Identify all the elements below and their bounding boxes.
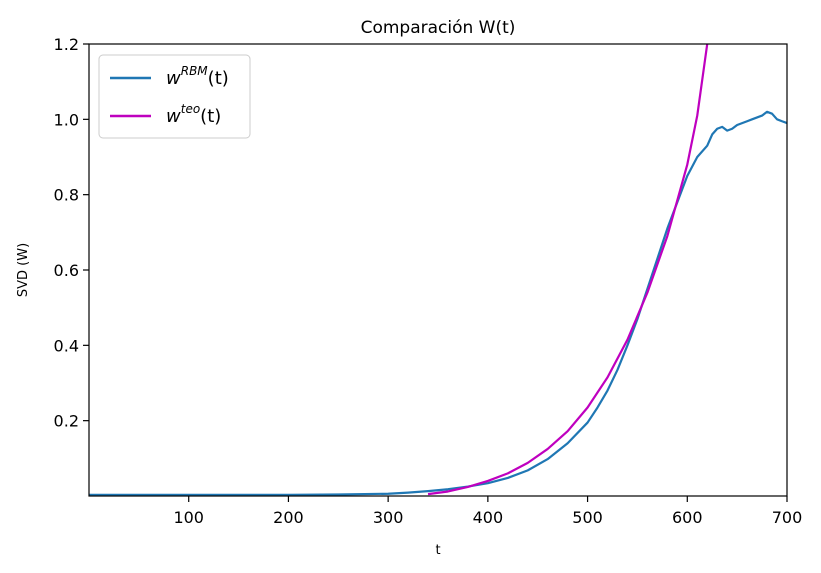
legend-label-rbm-tail: (t) <box>208 68 229 89</box>
legend-label-rbm-base: w <box>166 68 181 89</box>
x-tick-label: 200 <box>273 508 304 527</box>
x-tick-label: 100 <box>173 508 204 527</box>
legend-label-rbm: wRBM(t) <box>166 64 229 89</box>
x-tick-label: 300 <box>373 508 404 527</box>
y-axis: 0.2 0.4 0.6 0.8 1.0 1.2 <box>54 35 89 431</box>
y-axis-title: SVD (W) <box>16 243 31 297</box>
legend-label-teo: wteo(t) <box>166 102 221 127</box>
legend-label-rbm-sup: RBM <box>181 64 209 78</box>
x-axis: 100 200 300 400 500 600 700 <box>173 496 802 527</box>
series-line-teo <box>427 44 709 496</box>
y-tick-label: 1.2 <box>54 35 79 54</box>
y-tick-label: 1.0 <box>54 110 79 129</box>
legend-label-teo-tail: (t) <box>200 106 221 127</box>
x-tick-label: 500 <box>572 508 603 527</box>
y-tick-label: 0.6 <box>54 261 79 280</box>
legend-box <box>98 54 251 139</box>
x-tick-label: 700 <box>772 508 803 527</box>
y-tick-label: 0.2 <box>54 412 79 431</box>
x-tick-label: 400 <box>473 508 504 527</box>
series-layer <box>89 44 787 496</box>
legend-label-teo-base: w <box>166 106 181 127</box>
x-tick-label: 600 <box>672 508 703 527</box>
y-tick-label: 0.8 <box>54 186 79 205</box>
legend: wRBM(t) wteo(t) <box>98 54 251 139</box>
chart-title: Comparación W(t) <box>361 18 516 38</box>
y-tick-label: 0.4 <box>54 336 79 355</box>
legend-label-teo-sup: teo <box>181 102 200 116</box>
x-axis-title: t <box>435 543 440 558</box>
series-line-rbm <box>89 110 787 496</box>
